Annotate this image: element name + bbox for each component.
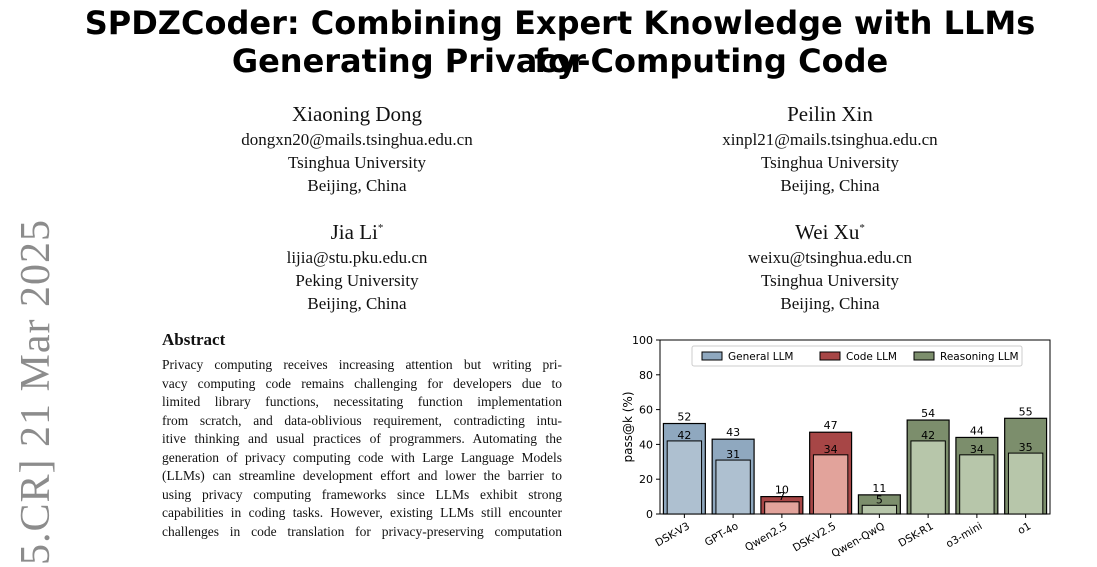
author-block-1: Xiaoning Dong dongxn20@mails.tsinghua.ed…	[177, 96, 537, 197]
author-name: Xiaoning Dong	[291, 102, 423, 126]
author-affiliation: Tsinghua University	[760, 153, 900, 172]
bar-outer-value-label: 43	[726, 426, 740, 439]
plot-frame	[659, 339, 1051, 515]
abstract-line: vacy computing code remains challenging …	[162, 375, 562, 391]
legend-label: Code LLM	[846, 351, 897, 363]
abstract-line: generation of privacy computing code wit…	[162, 449, 562, 465]
legend-swatch	[819, 351, 841, 361]
bar-inner-o1	[1007, 452, 1044, 515]
author-email: lijia@stu.pku.edu.cn	[286, 248, 428, 267]
author-email: weixu@tsinghua.edu.cn	[748, 248, 912, 267]
abstract-line: (LLMs) can streamline development effort…	[162, 468, 562, 483]
x-tick-label: Qwen2.5	[743, 520, 789, 554]
author-location: Beijing, China	[307, 294, 407, 313]
bar-inner-qwen-qwq	[861, 504, 898, 515]
bar-outer-value-label: 44	[970, 424, 984, 437]
bar-inner-value-label: 31	[726, 448, 740, 461]
y-tick-label: 60	[639, 404, 653, 417]
bar-inner-dsk-v3	[666, 440, 703, 515]
pass-at-k-bar-chart: 0 20 40 60 80 100 pass@k (%) 52 42 DSK-V3 43 31 GPT-…	[621, 334, 1051, 558]
author-location: Beijing, China	[780, 176, 880, 195]
author-affiliation: Peking University	[295, 271, 419, 290]
author-email: dongxn20@mails.tsinghua.edu.cn	[241, 130, 473, 149]
author-block-2: Peilin Xin xinpl21@mails.tsinghua.edu.cn…	[650, 96, 1010, 197]
legend-swatch	[701, 351, 723, 361]
bar-inner-value-label: 42	[921, 429, 935, 442]
abstract-line: using privacy computing frameworks since…	[162, 486, 562, 502]
bar-outer-value-label: 52	[677, 411, 691, 424]
bar-inner-dsk-r1	[910, 440, 946, 515]
author-location: Beijing, China	[307, 176, 407, 195]
bar-inner-gpt-4o	[715, 459, 751, 515]
author-email: xinpl21@mails.tsinghua.edu.cn	[722, 130, 938, 149]
author-affiliation: Tsinghua University	[760, 271, 900, 290]
legend-box	[691, 345, 1023, 367]
legend-label: Reasoning LLM	[940, 351, 1019, 363]
y-tick-label: 40	[639, 438, 653, 451]
legend-swatch	[913, 351, 935, 361]
paper-title-line-2: Generating Privacy-Computing Code	[231, 42, 889, 80]
bar-inner-dsk-v2.5	[812, 454, 849, 515]
bar-inner-o3-mini	[959, 454, 995, 515]
y-tick-label: 100	[632, 334, 653, 347]
abstract-line: itive thinking and usual practices of pr…	[162, 431, 562, 446]
x-tick-label: o1	[1016, 520, 1033, 537]
bar-outer-value-label: 10	[775, 484, 789, 497]
abstract-body: Privacy computing receives increasing at…	[162, 356, 562, 541]
bar-outer-value-label: 11	[872, 482, 886, 495]
author-block-3: Jia Li* lijia@stu.pku.edu.cn Peking Univ…	[177, 214, 537, 315]
bar-inner-value-label: 34	[824, 443, 838, 456]
y-tick-label: 20	[639, 473, 653, 486]
legend-label: General LLM	[728, 351, 793, 363]
x-tick-label: DSK-V3	[653, 520, 692, 549]
y-axis-label: pass@k (%)	[621, 391, 635, 462]
bar-outer-value-label: 47	[824, 419, 838, 432]
paper-title-line-1: SPDZCoder: Combining Expert Knowledge wi…	[84, 4, 1036, 80]
bar-inner-qwen2.5	[764, 501, 800, 515]
abstract-heading: Abstract	[162, 330, 226, 349]
x-tick-label: o3-mini	[944, 520, 984, 550]
author-block-4: Wei Xu* weixu@tsinghua.edu.cn Tsinghua U…	[650, 214, 1010, 315]
arxiv-side-stamp: 5.CR] 21 Mar 2025	[13, 219, 59, 565]
author-name: Peilin Xin	[787, 102, 873, 126]
bar-inner-value-label: 5	[876, 493, 883, 506]
x-tick-label: Qwen-QwQ	[830, 520, 887, 558]
bar-outer-value-label: 54	[921, 407, 935, 420]
abstract-line: limited library functions, necessitating…	[162, 394, 562, 409]
abstract-line: capabilities in coding tasks. However, e…	[162, 505, 562, 520]
x-tick-label: GPT-4o	[703, 520, 741, 549]
bar-inner-value-label: 42	[677, 429, 691, 442]
author-name: Wei Xu*	[795, 220, 865, 244]
bar-inner-value-label: 34	[970, 443, 984, 456]
y-tick-label: 0	[646, 508, 653, 521]
abstract-line: challenges in code translation for priva…	[162, 523, 562, 539]
author-name: Jia Li*	[330, 220, 384, 244]
abstract-line: from scratch, and data-oblivious require…	[162, 412, 562, 428]
bar-outer-value-label: 55	[1019, 405, 1033, 418]
abstract-line: Privacy computing receives increasing at…	[162, 357, 562, 372]
bar-inner-value-label: 7	[778, 490, 785, 503]
author-affiliation: Tsinghua University	[287, 153, 427, 172]
bar-inner-value-label: 35	[1019, 441, 1033, 454]
y-tick-label: 80	[639, 369, 653, 382]
author-location: Beijing, China	[780, 294, 880, 313]
x-tick-label: DSK-R1	[896, 520, 935, 550]
